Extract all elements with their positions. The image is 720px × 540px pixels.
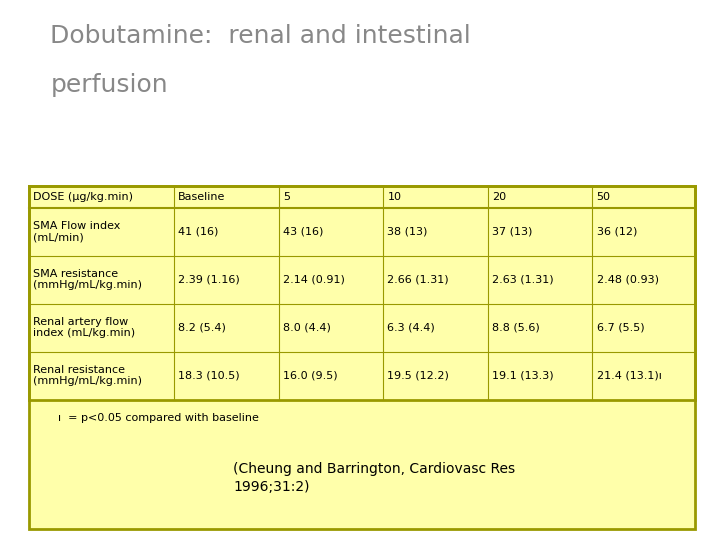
Wedge shape [215,493,223,503]
Text: 2.66 (1.31): 2.66 (1.31) [387,275,449,285]
Text: 18.3 (10.5): 18.3 (10.5) [179,370,240,381]
Text: DOSE (μg/kg.min): DOSE (μg/kg.min) [33,192,133,202]
Text: 36 (12): 36 (12) [597,227,637,237]
Text: 10: 10 [387,192,402,202]
Text: 38 (13): 38 (13) [387,227,428,237]
Text: 6.7 (5.5): 6.7 (5.5) [597,322,644,333]
Text: Renal resistance
(mmHg/mL/kg.min): Renal resistance (mmHg/mL/kg.min) [33,365,142,386]
Text: Dobutamine:  renal and intestinal: Dobutamine: renal and intestinal [50,24,471,48]
Text: 19.1 (13.3): 19.1 (13.3) [492,370,554,381]
Text: 8.0 (4.4): 8.0 (4.4) [283,322,330,333]
Text: 20: 20 [492,192,506,202]
Text: (Cheung and Barrington, Cardiovasc Res
1996;31:2): (Cheung and Barrington, Cardiovasc Res 1… [233,462,516,494]
Text: 37 (13): 37 (13) [492,227,532,237]
Text: SMA resistance
(mmHg/mL/kg.min): SMA resistance (mmHg/mL/kg.min) [33,269,142,290]
Text: 8.2 (5.4): 8.2 (5.4) [179,322,226,333]
Wedge shape [210,501,223,509]
Text: SMA Flow index
(mL/min): SMA Flow index (mL/min) [33,221,120,242]
Text: 50: 50 [597,192,611,202]
Text: 21.4 (13.1)ı: 21.4 (13.1)ı [597,370,662,381]
Text: 2.14 (0.91): 2.14 (0.91) [283,275,345,285]
Text: 43 (16): 43 (16) [283,227,323,237]
Text: 8.8 (5.6): 8.8 (5.6) [492,322,540,333]
Text: Baseline: Baseline [179,192,225,202]
Text: 6.3 (4.4): 6.3 (4.4) [387,322,435,333]
Text: 2.63 (1.31): 2.63 (1.31) [492,275,554,285]
Text: ı  = p<0.05 compared with baseline: ı = p<0.05 compared with baseline [58,413,258,423]
Text: 5: 5 [283,192,290,202]
Text: 2.39 (1.16): 2.39 (1.16) [179,275,240,285]
Wedge shape [207,493,215,508]
Text: Renal artery flow
index (mL/kg.min): Renal artery flow index (mL/kg.min) [33,317,135,338]
Text: 41 (16): 41 (16) [179,227,219,237]
Text: 16.0 (9.5): 16.0 (9.5) [283,370,338,381]
Text: 19.5 (12.2): 19.5 (12.2) [387,370,449,381]
Text: 2.48 (0.93): 2.48 (0.93) [597,275,659,285]
Text: perfusion: perfusion [50,73,168,97]
